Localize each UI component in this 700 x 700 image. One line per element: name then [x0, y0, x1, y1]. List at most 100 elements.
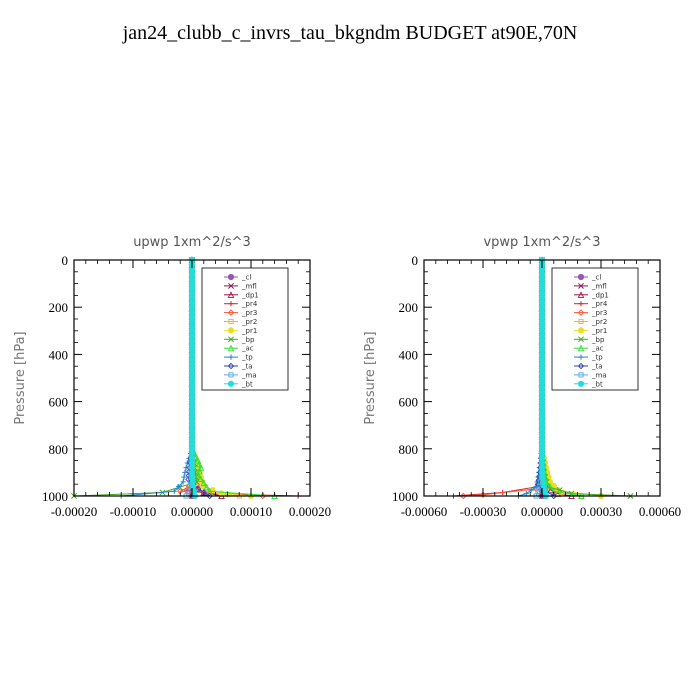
- upwp-series-line: [121, 260, 193, 497]
- vpwp-legend-label: _pr4: [591, 300, 608, 308]
- upwp-legend-marker: [228, 318, 234, 325]
- vpwp-legend-label: _ac: [591, 345, 604, 353]
- vpwp-legend-label: _bt: [591, 380, 603, 388]
- upwp-legend-item: _pr4: [224, 300, 258, 308]
- upwp-legend-label: _pr1: [241, 327, 257, 335]
- vpwp-y-axis-label: Pressure [hPa]: [363, 331, 378, 424]
- vpwp-legend: _cl_mfl_dp1_pr4_pr3_pr2_pr1_bp_ac_tp_ta_…: [551, 267, 639, 391]
- vpwp-series-pr4: [450, 257, 545, 499]
- upwp-legend-marker: [227, 273, 235, 281]
- vpwp-legend-item: _ac: [574, 344, 604, 353]
- upwp-legend-label: _cl: [241, 274, 251, 282]
- upwp-y-tick-label: 0: [62, 253, 69, 268]
- upwp-legend-box: [201, 267, 289, 391]
- vpwp-legend-marker: [577, 344, 585, 352]
- upwp-legend-marker: [227, 362, 235, 370]
- upwp-legend-item: _bt: [224, 380, 253, 388]
- upwp-legend-marker: [227, 291, 235, 298]
- vpwp-legend-item: _pr1: [574, 327, 607, 335]
- upwp-legend: _cl_mfl_dp1_pr4_pr3_pr2_pr1_bp_ac_tp_ta_…: [201, 267, 289, 391]
- vpwp-data-point: [547, 486, 555, 494]
- upwp-data-point: [196, 467, 203, 475]
- vpwp-y-tick-label: 1000: [392, 489, 418, 504]
- vpwp-data-point: [528, 487, 534, 493]
- upwp-data-point: [176, 484, 183, 491]
- vpwp-legend-label: _mfl: [591, 282, 607, 290]
- upwp-data-point: [203, 483, 211, 491]
- upwp-legend-label: _tp: [241, 354, 253, 362]
- vpwp-legend-marker: [577, 291, 585, 298]
- upwp-x-tick-label: 0.00000: [171, 504, 213, 519]
- upwp-y-axis-label: Pressure [hPa]: [13, 331, 28, 424]
- vpwp-legend-item: _mfl: [574, 282, 607, 290]
- vpwp-legend-item: _pr2: [574, 318, 607, 326]
- upwp-legend-label: _mfl: [241, 282, 257, 290]
- upwp-legend-label: _dp1: [241, 291, 259, 299]
- upwp-data-point: [171, 488, 177, 494]
- upwp-legend-label: _pr3: [241, 309, 257, 317]
- vpwp-legend-item: _pr3: [574, 309, 607, 317]
- vpwp-y-tick-label: 400: [399, 347, 419, 362]
- vpwp-plot-title: vpwp 1xm^2/s^3: [483, 235, 600, 250]
- upwp-data-point: [194, 456, 202, 464]
- upwp-data-point: [181, 474, 187, 480]
- upwp-series-bt: [188, 256, 199, 500]
- upwp-y-tick-label: 800: [49, 442, 69, 457]
- vpwp-data-point: [460, 492, 467, 500]
- upwp-legend-marker: [228, 282, 234, 289]
- upwp-legend-item: _ac: [224, 344, 254, 353]
- vpwp-panel: vpwp 1xm^2/s^3 Pressure [hPa] 0 200 400 600 80…: [363, 235, 681, 519]
- vpwp-legend-item: _tp: [574, 354, 603, 362]
- vpwp-legend-box: [551, 267, 639, 391]
- vpwp-legend-marker: [577, 380, 585, 387]
- vpwp-legend-label: _ta: [591, 363, 603, 371]
- upwp-series-line: [73, 260, 198, 497]
- upwp-legend-label: _ma: [241, 371, 257, 379]
- upwp-legend-label: _ta: [241, 363, 253, 371]
- vpwp-legend-marker: [578, 336, 584, 343]
- upwp-legend-marker: [227, 380, 235, 387]
- upwp-data-point: [194, 471, 202, 478]
- vpwp-legend-item: _pr4: [574, 300, 608, 308]
- upwp-x-tick-label: -0.00010: [110, 504, 157, 519]
- upwp-y-tick-label: 200: [49, 300, 69, 315]
- vpwp-legend-label: _pr2: [591, 318, 607, 326]
- vpwp-legend-label: _cl: [591, 274, 601, 282]
- vpwp-data-point: [550, 492, 558, 500]
- upwp-data-point: [200, 479, 208, 487]
- vpwp-data-point: [479, 491, 487, 499]
- upwp-legend-label: _pr4: [241, 300, 258, 308]
- vpwp-legend-marker: [578, 372, 584, 378]
- vpwp-legend-label: _bp: [591, 336, 605, 344]
- vpwp-x-tick-label: -0.00030: [460, 504, 507, 519]
- upwp-legend-label: _pr2: [241, 318, 257, 326]
- upwp-legend-label: _ac: [241, 345, 254, 353]
- vpwp-legend-item: _ta: [574, 363, 603, 371]
- vpwp-legend-label: _ma: [591, 371, 607, 379]
- upwp-x-tick-label: 0.00020: [289, 504, 331, 519]
- upwp-data-point: [197, 464, 205, 471]
- vpwp-x-tick-label: -0.00060: [401, 504, 448, 519]
- upwp-series-bp: [71, 257, 200, 499]
- upwp-data-point: [176, 483, 182, 490]
- vpwp-legend-label: _dp1: [591, 291, 609, 299]
- upwp-data-point: [182, 469, 188, 475]
- upwp-data-point: [194, 485, 202, 493]
- vpwp-y-tick-label: 600: [399, 395, 419, 410]
- upwp-legend-marker: [228, 336, 234, 343]
- vpwp-legend-item: _bp: [574, 336, 605, 344]
- vpwp-series-pr3: [460, 256, 546, 500]
- upwp-legend-item: _cl: [224, 274, 251, 282]
- upwp-x-tick-label: 0.00010: [230, 504, 272, 519]
- figure-title: jan24_clubb_c_invrs_tau_bkgndm BUDGET at…: [122, 22, 578, 44]
- vpwp-legend-item: _bt: [574, 380, 603, 388]
- upwp-y-tick-label: 1000: [42, 489, 68, 504]
- vpwp-x-tick-label: 0.00030: [580, 504, 622, 519]
- upwp-legend-marker: [228, 301, 234, 307]
- vpwp-legend-marker: [578, 301, 584, 307]
- vpwp-legend-marker: [577, 327, 585, 334]
- vpwp-legend-label: _tp: [591, 354, 603, 362]
- vpwp-legend-item: _cl: [574, 274, 601, 282]
- upwp-data-point: [196, 460, 203, 468]
